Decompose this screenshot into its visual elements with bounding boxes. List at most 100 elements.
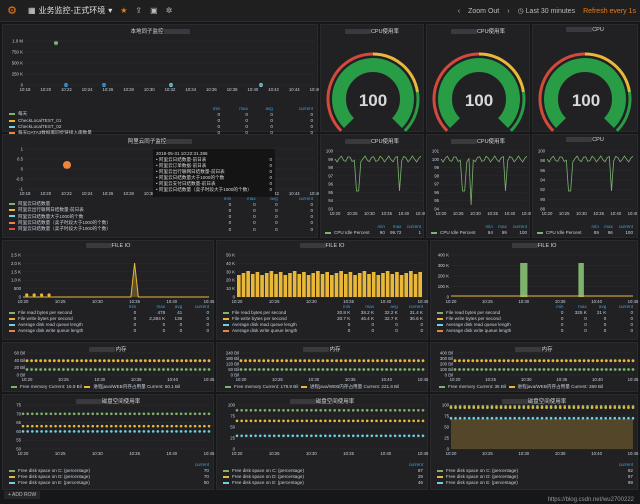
- data-point: [555, 359, 559, 363]
- data-point: [393, 419, 397, 423]
- data-point: [558, 416, 562, 420]
- data-point: [165, 424, 169, 428]
- x-tick-label: 10:35: [129, 299, 140, 304]
- legend-label: 阿里云日结数量（卖子时段大于1000的个数）: [18, 219, 111, 225]
- legend-label: 阿里云日结数量: [18, 201, 51, 207]
- y-tick-label: 100: [442, 403, 450, 408]
- y-tick-label: 2.0 K: [11, 261, 21, 266]
- legend-value: 41: [177, 309, 183, 315]
- legend-value: 0: [310, 226, 313, 232]
- data-point: [48, 368, 52, 371]
- data-point: [263, 419, 267, 423]
- legend-label: Average disk read queue length: [18, 322, 83, 328]
- x-tick-label: 10:18: [20, 191, 31, 196]
- data-point: [560, 368, 564, 371]
- legend-row[interactable]: 阿里云日结数量（卖子时段大于1000的个数） 0 0 0 0: [7, 220, 315, 226]
- chevron-right-icon[interactable]: ›: [507, 7, 510, 15]
- data-point: [171, 368, 175, 371]
- memory-panel[interactable]: 内存 400 Bil 300 Bil 200 Bil 100 Bil 0 Bil 10:20…: [430, 342, 639, 392]
- legend-row[interactable]: CheckLocalTEST_01 0 0 0 0: [7, 117, 315, 123]
- cpu-usage-panel[interactable]: CPU使用率 100 99 98 97 96 95 94 93 10:20 10:25 10:30 10…: [320, 134, 425, 238]
- file-io-panel[interactable]: FILE IO 2.5 K 2.0 K 1.5 K 1.0 K 500 0 10:20 10:2…: [2, 240, 215, 340]
- y-tick-label: 98: [434, 173, 439, 178]
- refresh-interval-label[interactable]: Refresh every 1s: [583, 7, 636, 15]
- x-tick-label: 10:18: [20, 87, 31, 92]
- data-point: [268, 419, 271, 423]
- data-point: [249, 408, 253, 412]
- legend-header: current: [408, 303, 423, 309]
- local-monitor-panel[interactable]: 本地同子监控 1.0 M 750 K 500 K 250 K 0 10:18 10:20 10…: [2, 24, 319, 148]
- memory-panel[interactable]: 内存 60 Bil 40 Bil 20 Bil 0 Bil 10:20 10:25 10:30…: [2, 342, 215, 392]
- x-tick-label: 10:20: [18, 451, 29, 456]
- memory-panel[interactable]: 内存 240 Bil 180 Bil 120 Bil 60 Bil 0 Bil 10:20 1…: [216, 342, 429, 392]
- legend-header: max: [498, 223, 507, 229]
- x-tick-label: 10:40: [166, 451, 177, 456]
- chevron-left-icon[interactable]: ‹: [457, 7, 461, 15]
- data-point: [40, 293, 44, 297]
- save-icon[interactable]: ▣: [150, 6, 158, 15]
- data-point: [466, 359, 470, 363]
- disk-usage-panel[interactable]: 磁盘空间使用率 100 75 50 25 0 10:20 10:25 10:30 10:35 10:…: [216, 394, 429, 490]
- legend-row[interactable]: 阿里云日结数量 0 0 0 0: [7, 201, 315, 207]
- data-point: [240, 419, 243, 423]
- aliyun-monitor-panel[interactable]: 阿里云同子监控 1 0.5 0 -0.5 -1 10:18 10:20 10:22 10:24 1…: [2, 134, 319, 238]
- gauge-panel-1[interactable]: CPU使用率 100: [320, 24, 424, 132]
- legend-value: 0: [253, 220, 256, 226]
- bar: [520, 263, 528, 297]
- x-tick-label: 10:25: [269, 299, 280, 304]
- data-point: [351, 419, 355, 423]
- gauge-panel-2[interactable]: CPU使用率 100: [426, 24, 530, 132]
- time-picker[interactable]: ◷ Last 30 minutes: [518, 7, 575, 15]
- data-point: [207, 430, 211, 433]
- legend-row[interactable]: 每天DATA3数据库同步链接入库数量 0 0 0 0: [7, 130, 315, 136]
- x-tick-label: 10:45: [418, 377, 429, 382]
- cpu-usage-panel[interactable]: CPU 100 98 96 94 92 90 88 10:20 10:25 10:30 10:35 10…: [532, 134, 638, 238]
- data-point: [266, 359, 270, 363]
- legend-row: Free disk space on C: (percentage) 70: [7, 467, 211, 473]
- legend-value: 36.6 K: [409, 315, 423, 321]
- share-icon[interactable]: ⇪: [135, 6, 143, 15]
- legend-row[interactable]: 阿里云出行联网日结数量-前日表 0 0 0 0: [7, 207, 315, 213]
- data-point: [121, 368, 124, 371]
- y-tick-label: 240 Bil: [226, 351, 239, 356]
- zoom-out-button[interactable]: Zoom Out: [468, 7, 500, 15]
- legend-row[interactable]: CheckLocalTEST_02 0 0 0 0: [7, 124, 315, 130]
- file-io-panel[interactable]: FILE IO 400 K 300 K 200 K 100 K 0 10:20 10:25 10…: [430, 240, 639, 340]
- grafana-logo-icon[interactable]: ⚙: [7, 5, 17, 17]
- data-point: [533, 359, 537, 363]
- legend-label: CPU Idle Percent: [440, 229, 476, 235]
- x-tick-label: 10:30: [518, 451, 529, 456]
- settings-icon[interactable]: ✲: [165, 6, 173, 15]
- legend-row[interactable]: 每天 0 0 0 0: [7, 111, 315, 117]
- data-point: [77, 412, 81, 416]
- bar: [409, 271, 413, 297]
- gauge-panel-3[interactable]: CPU 100: [532, 24, 638, 132]
- panel-title: CPU: [592, 27, 604, 33]
- disk-usage-panel[interactable]: 磁盘空间使用率 100 75 50 25 0 10:20 10:25 10:30 10:35 10:…: [430, 394, 639, 490]
- bar: [250, 274, 255, 297]
- x-tick-label: 10:35: [555, 299, 566, 304]
- y-tick-label: 2.5 K: [11, 253, 21, 258]
- data-point: [147, 412, 150, 416]
- add-row-button[interactable]: + ADD ROW: [4, 491, 41, 499]
- data-point: [21, 430, 25, 433]
- x-tick-label: 10:30: [364, 211, 375, 216]
- data-point: [276, 359, 279, 363]
- file-io-panel[interactable]: FILE IO 50 K 40 K 30 K 20 K 10 K 0 10:20 10:25 10…: [216, 240, 429, 340]
- legend-label: 阿里云日结数量大于1000的个数: [18, 213, 84, 219]
- legend-row[interactable]: 阿里云日结数量大于1000的个数 0 0 0 0: [7, 214, 315, 220]
- cpu-usage-panel[interactable]: CPU使用率 101 100 99 98 97 96 95 94 10:20 10:25 10:30 1…: [426, 134, 531, 238]
- data-point: [572, 416, 576, 420]
- x-tick-label: 10:25: [485, 377, 496, 382]
- data-point: [449, 416, 453, 420]
- data-point: [271, 359, 275, 363]
- legend-row[interactable]: 阿里云日结数量（卖子时段大于1000的个数） 0 0 0 0: [7, 226, 315, 232]
- star-icon[interactable]: ★: [120, 6, 128, 15]
- disk-usage-panel[interactable]: 磁盘空间使用率 75 70 65 60 55 50 10:20 10:25 10:30 10:35 1…: [2, 394, 215, 490]
- dashboard-picker[interactable]: ▦ 业务监控-正式环境 ▾: [28, 5, 112, 16]
- data-point: [394, 359, 398, 363]
- data-point: [393, 408, 397, 412]
- x-tick-label: 10:25: [347, 211, 358, 216]
- legend-current: 1: [418, 229, 421, 235]
